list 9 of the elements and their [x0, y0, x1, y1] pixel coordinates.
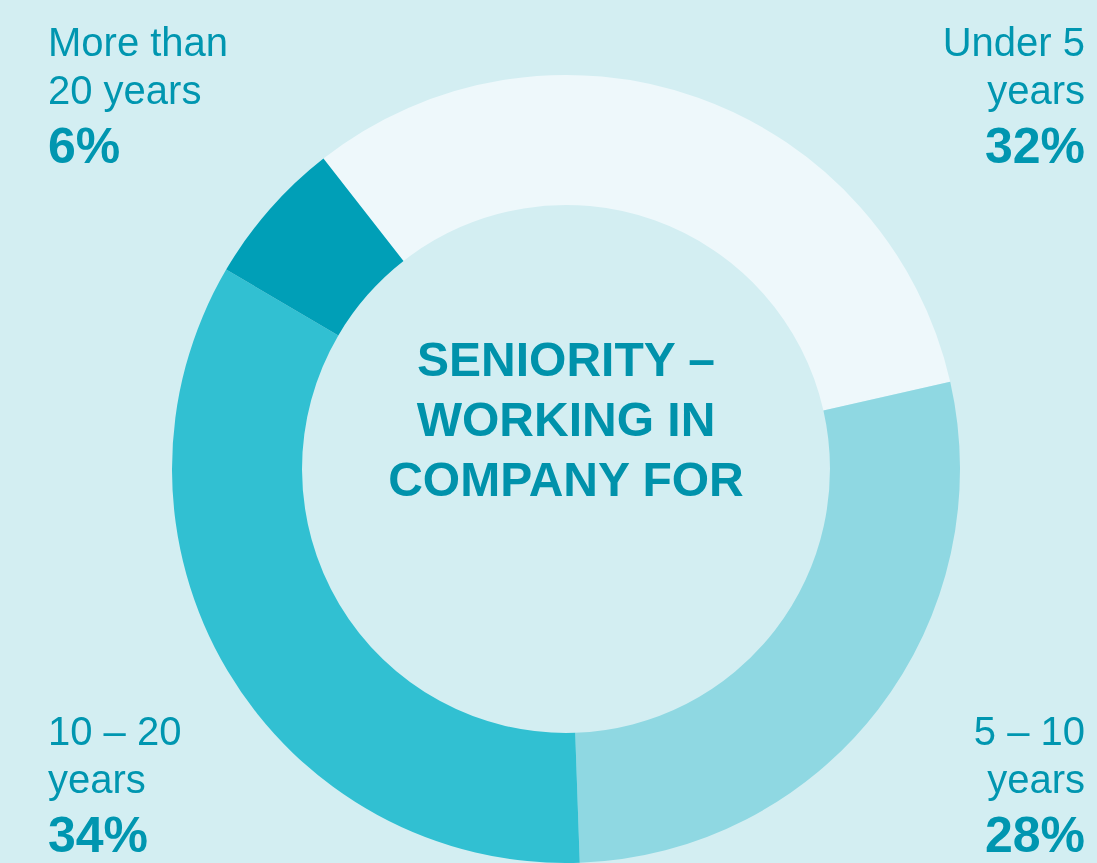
data-label: 34%	[48, 806, 150, 863]
data-label: 28%	[983, 806, 1085, 863]
data-label: 6%	[48, 117, 122, 176]
slice-label: More than 20 years	[48, 19, 230, 114]
data-label: 32%	[983, 117, 1085, 176]
slice-label: 10 – 20 years	[48, 708, 183, 803]
slice-label: 5 – 10 years	[972, 708, 1085, 803]
text: SENIORITY – WORKING IN COMPANY FOR	[387, 332, 745, 508]
slice-label: Under 5 years	[941, 19, 1085, 114]
